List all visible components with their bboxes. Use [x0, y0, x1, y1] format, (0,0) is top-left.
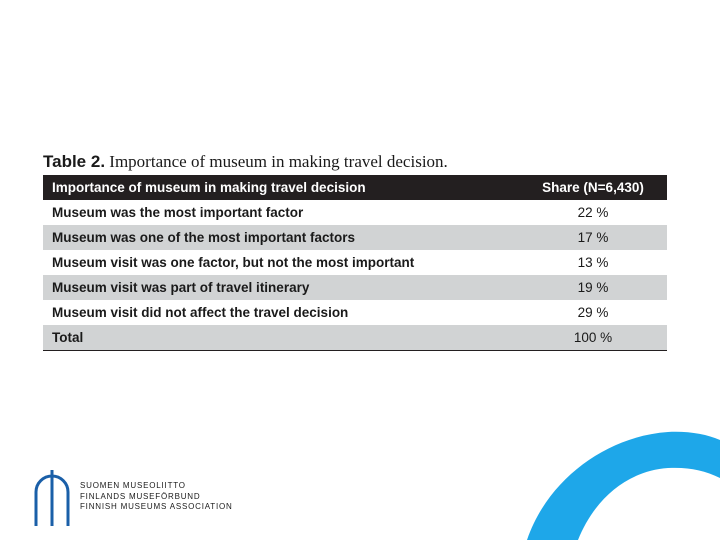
table-row: Museum visit did not affect the travel d…: [43, 300, 667, 325]
table-row: Museum was one of the most important fac…: [43, 225, 667, 250]
row-label: Museum was one of the most important fac…: [43, 225, 519, 250]
table-caption: Table 2. Importance of museum in making …: [43, 152, 448, 172]
table-header-row: Importance of museum in making travel de…: [43, 175, 667, 200]
data-table: Importance of museum in making travel de…: [43, 175, 667, 351]
museum-association-logo-icon: [34, 470, 70, 526]
total-share: 100 %: [519, 325, 667, 351]
row-label: Museum visit was part of travel itinerar…: [43, 275, 519, 300]
row-label: Museum visit did not affect the travel d…: [52, 305, 349, 320]
organization-names: SUOMEN MUSEOLIITTO FINLANDS MUSEFÖRBUND …: [80, 481, 233, 513]
column-header-share: Share (N=6,430): [519, 175, 667, 200]
row-share: 22 %: [577, 205, 609, 220]
org-name-finnish: SUOMEN MUSEOLIITTO: [80, 481, 186, 490]
row-share: 17 %: [519, 225, 667, 250]
table-row: Museum visit was one factor, but not the…: [43, 250, 667, 275]
row-share: 19 %: [519, 275, 667, 300]
total-label: Total: [43, 325, 519, 351]
row-label: Museum was the most important factor: [52, 205, 304, 220]
row-label: Museum visit was one factor, but not the…: [52, 255, 415, 270]
column-header-importance: Importance of museum in making travel de…: [43, 175, 519, 200]
row-share: 29 %: [577, 305, 609, 320]
org-name-english: FINNISH MUSEUMS ASSOCIATION: [80, 502, 233, 511]
table-row: Museum was the most important factor 22 …: [43, 200, 667, 225]
table-total-row: Total 100 %: [43, 325, 667, 351]
row-share: 13 %: [577, 255, 609, 270]
table-number: Table 2.: [43, 152, 106, 171]
table-row: Museum visit was part of travel itinerar…: [43, 275, 667, 300]
org-name-swedish: FINLANDS MUSEFÖRBUND: [80, 491, 201, 501]
table-title: Importance of museum in making travel de…: [109, 152, 448, 171]
